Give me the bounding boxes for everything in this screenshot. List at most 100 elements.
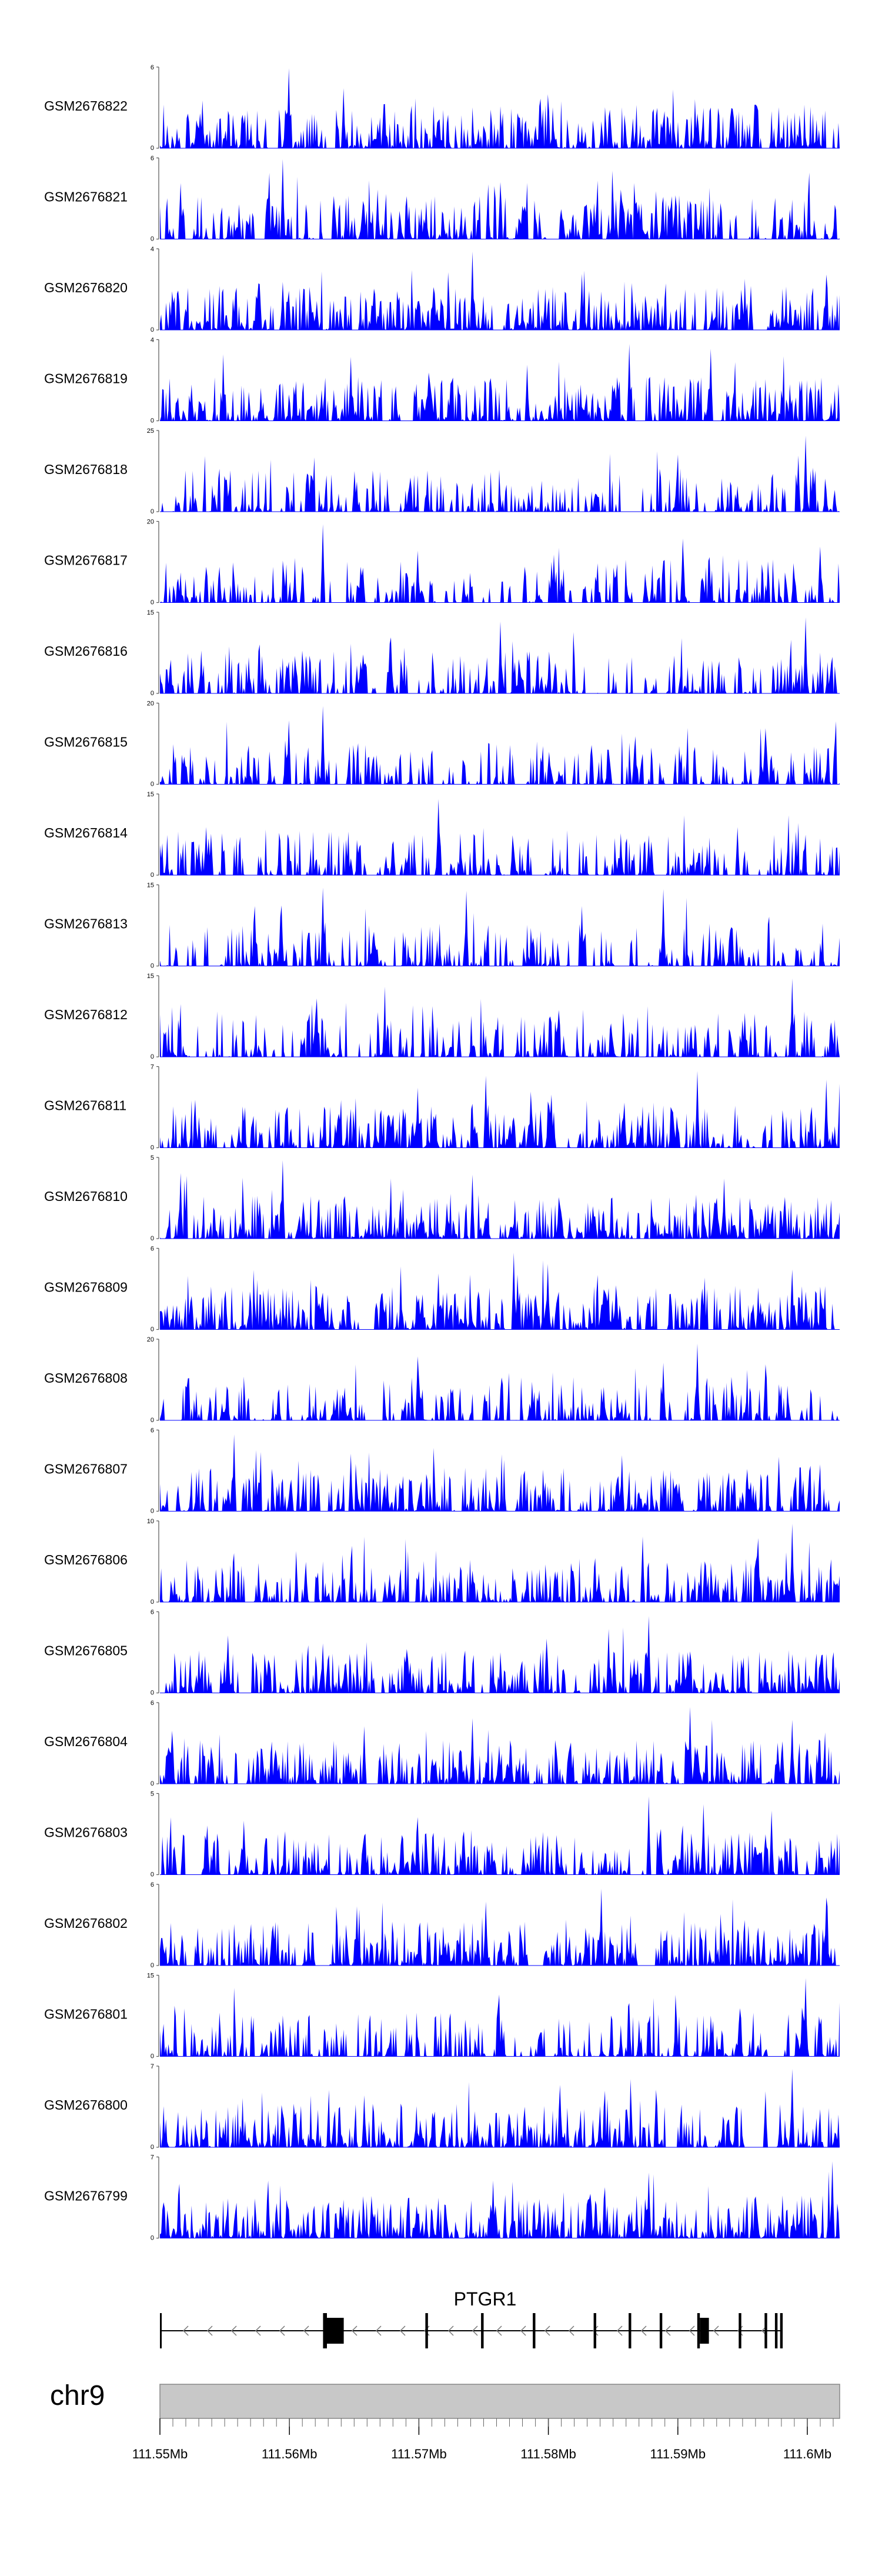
track-label: GSM2676812 <box>44 1007 128 1022</box>
track-GSM2676804: GSM2676804 6 0 <box>44 1700 840 1787</box>
coverage-area <box>160 435 840 512</box>
track-label: GSM2676809 <box>44 1280 128 1295</box>
track-GSM2676799: GSM2676799 7 0 <box>44 2154 840 2242</box>
strand-arrow-icon <box>664 2325 671 2336</box>
strand-arrow-icon <box>616 2325 623 2336</box>
strand-arrow-icon <box>592 2325 599 2336</box>
track-ymin-label: 0 <box>151 2235 154 2242</box>
track-label: GSM2676810 <box>44 1189 128 1204</box>
track-ymax-label: 15 <box>147 791 154 798</box>
track-ymin-label: 0 <box>151 418 154 425</box>
chromosome-label: chr9 <box>50 2380 105 2411</box>
coverage-area <box>160 251 840 330</box>
exon <box>780 2313 783 2348</box>
coverage-area <box>160 1160 840 1239</box>
track-ymax-label: 6 <box>151 1427 154 1434</box>
track-ymax-label: 15 <box>147 882 154 889</box>
track-label: GSM2676814 <box>44 825 128 840</box>
track-ymin-label: 0 <box>151 145 154 152</box>
track-GSM2676808: GSM2676808 20 0 <box>44 1336 840 1424</box>
gene-track: PTGR1 <box>160 2288 783 2348</box>
track-label: GSM2676817 <box>44 553 128 568</box>
coverage-area <box>160 68 840 148</box>
strand-arrow-icon <box>689 2325 695 2336</box>
coverage-area <box>160 706 840 785</box>
x-tick-label: 111.56Mb <box>262 2447 318 2461</box>
track-label: GSM2676821 <box>44 189 128 205</box>
track-GSM2676814: GSM2676814 15 0 <box>44 791 840 879</box>
track-GSM2676818: GSM2676818 25 0 <box>44 428 840 515</box>
track-label: GSM2676806 <box>44 1552 128 1567</box>
track-ymin-label: 0 <box>151 1144 154 1152</box>
track-label: GSM2676815 <box>44 735 128 750</box>
track-ymin-label: 0 <box>151 1780 154 1787</box>
strand-arrow-icon <box>255 2325 261 2336</box>
track-GSM2676807: GSM2676807 6 0 <box>44 1427 840 1515</box>
chromosome-ideogram-bar <box>159 2384 840 2419</box>
coverage-area <box>160 887 840 966</box>
exon <box>323 2313 327 2348</box>
track-label: GSM2676813 <box>44 916 128 932</box>
coverage-area <box>160 1616 840 1693</box>
exon <box>481 2313 484 2348</box>
coverage-area <box>160 2068 840 2147</box>
track-ymin-label: 0 <box>151 1053 154 1060</box>
track-ymax-label: 20 <box>147 519 154 526</box>
coverage-area <box>160 524 840 603</box>
track-ymax-label: 7 <box>151 2063 154 2070</box>
track-GSM2676813: GSM2676813 15 0 <box>44 882 840 970</box>
exon <box>697 2313 700 2348</box>
coverage-area <box>160 1070 840 1148</box>
coverage-area <box>160 1252 840 1330</box>
coverage-area <box>160 1888 840 1966</box>
track-GSM2676820: GSM2676820 4 0 <box>44 246 840 333</box>
coverage-area <box>160 1978 840 2057</box>
track-label: GSM2676816 <box>44 643 128 659</box>
track-ymax-label: 6 <box>151 1700 154 1707</box>
track-ymax-label: 10 <box>147 1518 154 1525</box>
x-tick-label: 111.55Mb <box>132 2447 188 2461</box>
track-label: GSM2676822 <box>44 98 128 114</box>
strand-arrow-icon <box>230 2325 237 2336</box>
strand-arrow-icon <box>375 2325 382 2336</box>
track-ymin-label: 0 <box>151 781 154 788</box>
track-ymin-label: 0 <box>151 1690 154 1697</box>
track-label: GSM2676807 <box>44 1461 128 1477</box>
exon <box>659 2313 663 2348</box>
strand-arrow-icon <box>182 2325 189 2336</box>
track-ymin-label: 0 <box>151 690 154 697</box>
exon <box>425 2313 428 2348</box>
track-ymax-label: 6 <box>151 1881 154 1888</box>
exon <box>629 2313 632 2348</box>
track-ymin-label: 0 <box>151 1871 154 1878</box>
track-ymax-label: 5 <box>151 1791 154 1798</box>
track-ymax-label: 15 <box>147 973 154 980</box>
track-ymax-label: 20 <box>147 1336 154 1343</box>
strand-arrow-icon <box>399 2325 406 2336</box>
strand-arrow-icon <box>544 2325 550 2336</box>
track-ymax-label: 15 <box>147 1973 154 1980</box>
exon <box>764 2313 767 2348</box>
track-GSM2676816: GSM2676816 15 0 <box>44 609 840 697</box>
track-ymin-label: 0 <box>151 1508 154 1515</box>
genome-axis: chr9 111.55Mb 111.56Mb 111.57Mb 111.58Mb 111… <box>50 2380 840 2461</box>
track-ymax-label: 15 <box>147 609 154 616</box>
track-GSM2676821: GSM2676821 6 0 <box>44 155 840 243</box>
track-GSM2676802: GSM2676802 6 0 <box>44 1881 840 1969</box>
track-ymin-label: 0 <box>151 599 154 606</box>
track-label: GSM2676800 <box>44 2097 128 2113</box>
coverage-area <box>160 1523 840 1602</box>
track-ymin-label: 0 <box>151 1417 154 1424</box>
track-ymax-label: 6 <box>151 155 154 162</box>
track-ymin-label: 0 <box>151 326 154 333</box>
track-GSM2676806: GSM2676806 10 0 <box>44 1518 840 1606</box>
track-ymin-label: 0 <box>151 1599 154 1606</box>
exon <box>739 2313 741 2348</box>
coverage-area <box>160 617 840 693</box>
x-tick-label: 111.57Mb <box>391 2447 447 2461</box>
gene-name-label: PTGR1 <box>454 2288 517 2310</box>
strand-arrow-icon <box>713 2325 719 2336</box>
strand-arrow-icon <box>640 2325 647 2336</box>
strand-arrow-icon <box>279 2325 285 2336</box>
